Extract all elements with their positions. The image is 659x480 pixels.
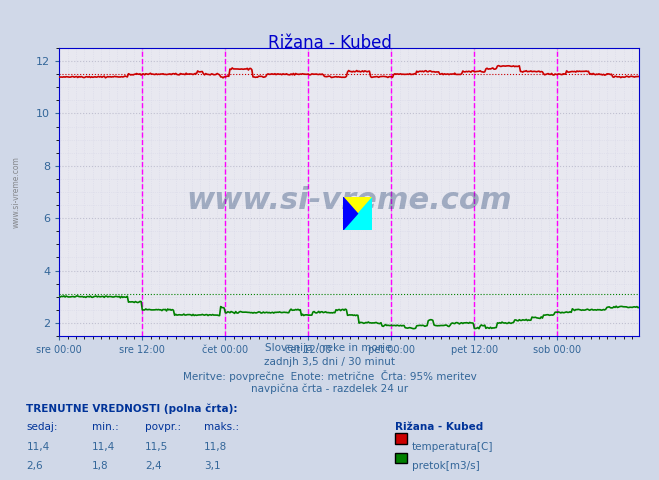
Text: 2,4: 2,4 bbox=[145, 461, 161, 471]
Text: Rižana - Kubed: Rižana - Kubed bbox=[268, 34, 391, 51]
Text: Rižana - Kubed: Rižana - Kubed bbox=[395, 422, 484, 432]
Text: zadnjh 3,5 dni / 30 minut: zadnjh 3,5 dni / 30 minut bbox=[264, 357, 395, 367]
Polygon shape bbox=[343, 197, 358, 230]
Text: pretok[m3/s]: pretok[m3/s] bbox=[412, 461, 480, 471]
Polygon shape bbox=[343, 197, 372, 230]
Text: temperatura[C]: temperatura[C] bbox=[412, 442, 494, 452]
Text: sedaj:: sedaj: bbox=[26, 422, 58, 432]
Text: 11,5: 11,5 bbox=[145, 442, 168, 452]
Text: Slovenija / reke in morje.: Slovenija / reke in morje. bbox=[264, 343, 395, 353]
Text: min.:: min.: bbox=[92, 422, 119, 432]
Text: 2,6: 2,6 bbox=[26, 461, 43, 471]
Text: 3,1: 3,1 bbox=[204, 461, 221, 471]
Text: maks.:: maks.: bbox=[204, 422, 239, 432]
Text: TRENUTNE VREDNOSTI (polna črta):: TRENUTNE VREDNOSTI (polna črta): bbox=[26, 403, 238, 414]
Text: www.si-vreme.com: www.si-vreme.com bbox=[186, 186, 512, 215]
Text: 11,8: 11,8 bbox=[204, 442, 227, 452]
Polygon shape bbox=[343, 197, 372, 230]
Text: 11,4: 11,4 bbox=[92, 442, 115, 452]
Text: 1,8: 1,8 bbox=[92, 461, 109, 471]
Text: 11,4: 11,4 bbox=[26, 442, 49, 452]
Text: povpr.:: povpr.: bbox=[145, 422, 181, 432]
Text: navpična črta - razdelek 24 ur: navpična črta - razdelek 24 ur bbox=[251, 384, 408, 394]
Text: Meritve: povprečne  Enote: metrične  Črta: 95% meritev: Meritve: povprečne Enote: metrične Črta:… bbox=[183, 370, 476, 382]
Text: www.si-vreme.com: www.si-vreme.com bbox=[11, 156, 20, 228]
